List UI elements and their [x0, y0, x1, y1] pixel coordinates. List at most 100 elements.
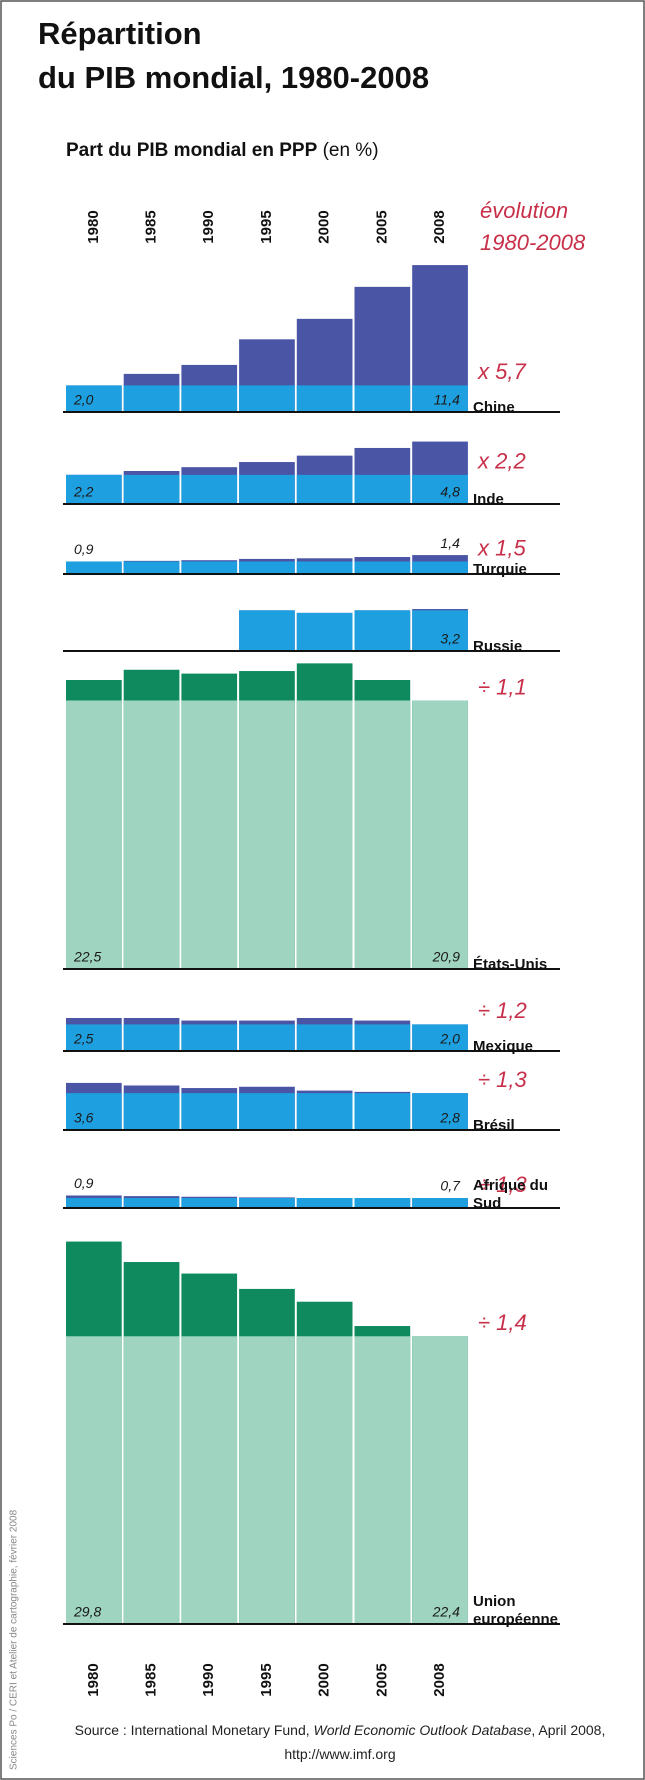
legend-text: 1980-2008	[480, 230, 586, 255]
value-label: 1,4	[440, 535, 460, 551]
source: Source : International Monetary Fund, Wo…	[50, 1718, 630, 1766]
reference-band	[296, 612, 353, 650]
reference-band	[296, 1198, 353, 1207]
series-name: Mexique	[473, 1038, 534, 1055]
reference-band	[66, 1093, 122, 1129]
reference-band	[412, 1024, 468, 1050]
source-prefix: Source : International Monetary Fund,	[74, 1722, 310, 1738]
reference-band	[66, 561, 122, 573]
change-label: ÷ 1,3	[478, 1067, 528, 1092]
x-tick-label: 2005	[373, 1663, 390, 1696]
change-label: x 1,5	[477, 535, 526, 560]
series-name: Inde	[473, 491, 504, 508]
change-label: ÷ 1,4	[478, 1310, 527, 1335]
x-tick-label: 1995	[258, 1663, 275, 1696]
x-tick-label: 2005	[373, 210, 390, 243]
reference-band	[66, 1024, 122, 1050]
reference-band	[354, 1198, 411, 1207]
series-name: Chine	[473, 399, 515, 416]
reference-band	[354, 561, 411, 573]
reference-band	[412, 700, 468, 968]
reference-band	[412, 561, 468, 573]
change-label: ÷ 1,1	[478, 674, 527, 699]
series-name: États-Unis	[473, 956, 548, 973]
reference-band	[296, 561, 353, 573]
reference-band	[181, 561, 238, 573]
reference-band	[412, 1336, 468, 1623]
legend-text: évolution	[480, 198, 568, 223]
reference-band	[296, 474, 353, 503]
reference-band	[181, 1336, 238, 1623]
chart-title: du PIB mondial, 1980-2008	[38, 60, 429, 95]
change-label: ÷ 1,3	[478, 1172, 528, 1197]
x-tick-label: 1985	[143, 1663, 160, 1696]
subtitle-main: Part du PIB mondial en PPP	[66, 140, 318, 161]
reference-band	[239, 1198, 295, 1207]
x-tick-label: 1990	[200, 210, 217, 243]
reference-band	[181, 1093, 238, 1129]
reference-band	[123, 1093, 180, 1129]
reference-band	[412, 1093, 468, 1129]
reference-band	[181, 385, 238, 411]
series-name: Union européenne	[473, 1593, 559, 1628]
source-suffix: , April 2008, http://www.imf.org	[284, 1722, 606, 1762]
reference-band	[354, 1024, 411, 1050]
x-tick-label: 2000	[316, 1663, 333, 1696]
x-tick-label: 2008	[431, 210, 448, 243]
reference-band	[123, 1198, 180, 1207]
x-tick-label: 1990	[200, 1663, 217, 1696]
reference-band	[239, 561, 295, 573]
reference-band	[123, 700, 180, 968]
reference-band	[123, 385, 180, 411]
value-label: 22,5	[73, 949, 101, 965]
x-tick-label: 1980	[85, 1663, 102, 1696]
x-tick-label: 2008	[431, 1663, 448, 1696]
reference-band	[296, 385, 353, 411]
value-label: 3,2	[440, 631, 460, 647]
reference-band	[354, 1336, 411, 1623]
reference-band	[412, 474, 468, 503]
reference-band	[239, 1093, 295, 1129]
value-label: 11,4	[434, 392, 460, 408]
reference-band	[181, 700, 238, 968]
credit: Sciences Po / CERI et Atelier de cartogr…	[9, 1509, 20, 1770]
reference-band	[123, 474, 180, 503]
value-label: 2,0	[73, 392, 94, 408]
reference-band	[354, 1093, 411, 1129]
reference-band	[296, 1093, 353, 1129]
reference-band	[66, 1198, 122, 1207]
reference-band	[66, 385, 122, 411]
value-label: 0,7	[440, 1178, 461, 1194]
change-label: x 2,2	[477, 449, 526, 474]
reference-band	[239, 1024, 295, 1050]
reference-band	[181, 1198, 238, 1207]
reference-band	[123, 1336, 180, 1623]
reference-band	[296, 1024, 353, 1050]
chart-title: Répartition	[38, 16, 202, 51]
value-label: 0,9	[74, 1175, 94, 1191]
reference-band	[123, 561, 180, 573]
reference-band	[181, 474, 238, 503]
reference-band	[239, 610, 295, 650]
reference-band	[239, 700, 295, 968]
reference-band	[354, 610, 411, 650]
source-title: World Economic Outlook Database	[313, 1722, 532, 1738]
reference-band	[239, 385, 295, 411]
reference-band	[354, 474, 411, 503]
value-label: 22,4	[432, 1604, 460, 1620]
subtitle-unit: (en %)	[323, 140, 379, 161]
value-label: 2,8	[439, 1110, 460, 1126]
series-name: Afrique du Sud	[473, 1177, 548, 1212]
series-name: Brésil	[473, 1117, 515, 1134]
reference-band	[66, 1336, 122, 1623]
value-label: 0,9	[74, 541, 94, 557]
value-label: 2,5	[73, 1031, 94, 1047]
value-label: 2,2	[73, 484, 94, 500]
change-label: x 5,7	[477, 359, 526, 384]
reference-band	[296, 1336, 353, 1623]
x-tick-label: 1985	[143, 210, 160, 243]
change-label: ÷ 1,2	[478, 998, 527, 1023]
reference-band	[239, 474, 295, 503]
